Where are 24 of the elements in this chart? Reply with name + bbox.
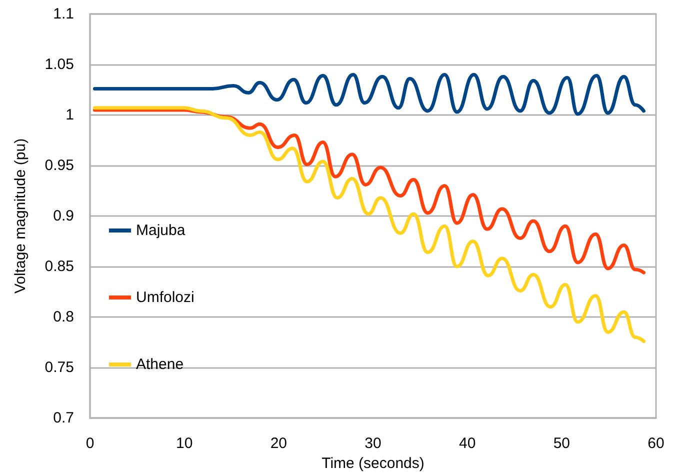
- y-axis-title: Voltage magnitude (pu): [12, 138, 29, 294]
- x-tick-label: 40: [458, 435, 476, 452]
- x-tick-label: 20: [270, 435, 288, 452]
- x-tick-label: 10: [176, 435, 193, 452]
- y-tick-label: 0.85: [44, 258, 74, 275]
- y-tick-label: 0.95: [44, 157, 74, 174]
- x-tick-label: 0: [86, 435, 94, 452]
- y-tick-label: 0.7: [53, 410, 74, 426]
- x-tick-label: 60: [648, 435, 664, 452]
- x-tick-label: 30: [364, 435, 382, 452]
- legend-label: Umfolozi: [136, 289, 194, 306]
- line-series: [92, 108, 646, 274]
- x-axis-title: Time (seconds): [322, 454, 424, 472]
- line-series: [92, 72, 646, 116]
- legend-label: Majuba: [136, 222, 186, 239]
- y-tick-label: 1.1: [53, 6, 74, 22]
- legend-label: Athene: [136, 356, 184, 373]
- y-tick-label: 0.9: [53, 208, 74, 224]
- y-tick-label: 1: [66, 106, 74, 124]
- x-tick-label: 50: [553, 435, 570, 452]
- y-tick-label: 0.8: [53, 308, 74, 326]
- y-tick-label: 1.05: [44, 56, 74, 73]
- y-tick-label: 0.75: [44, 359, 74, 376]
- line-series: [92, 106, 646, 343]
